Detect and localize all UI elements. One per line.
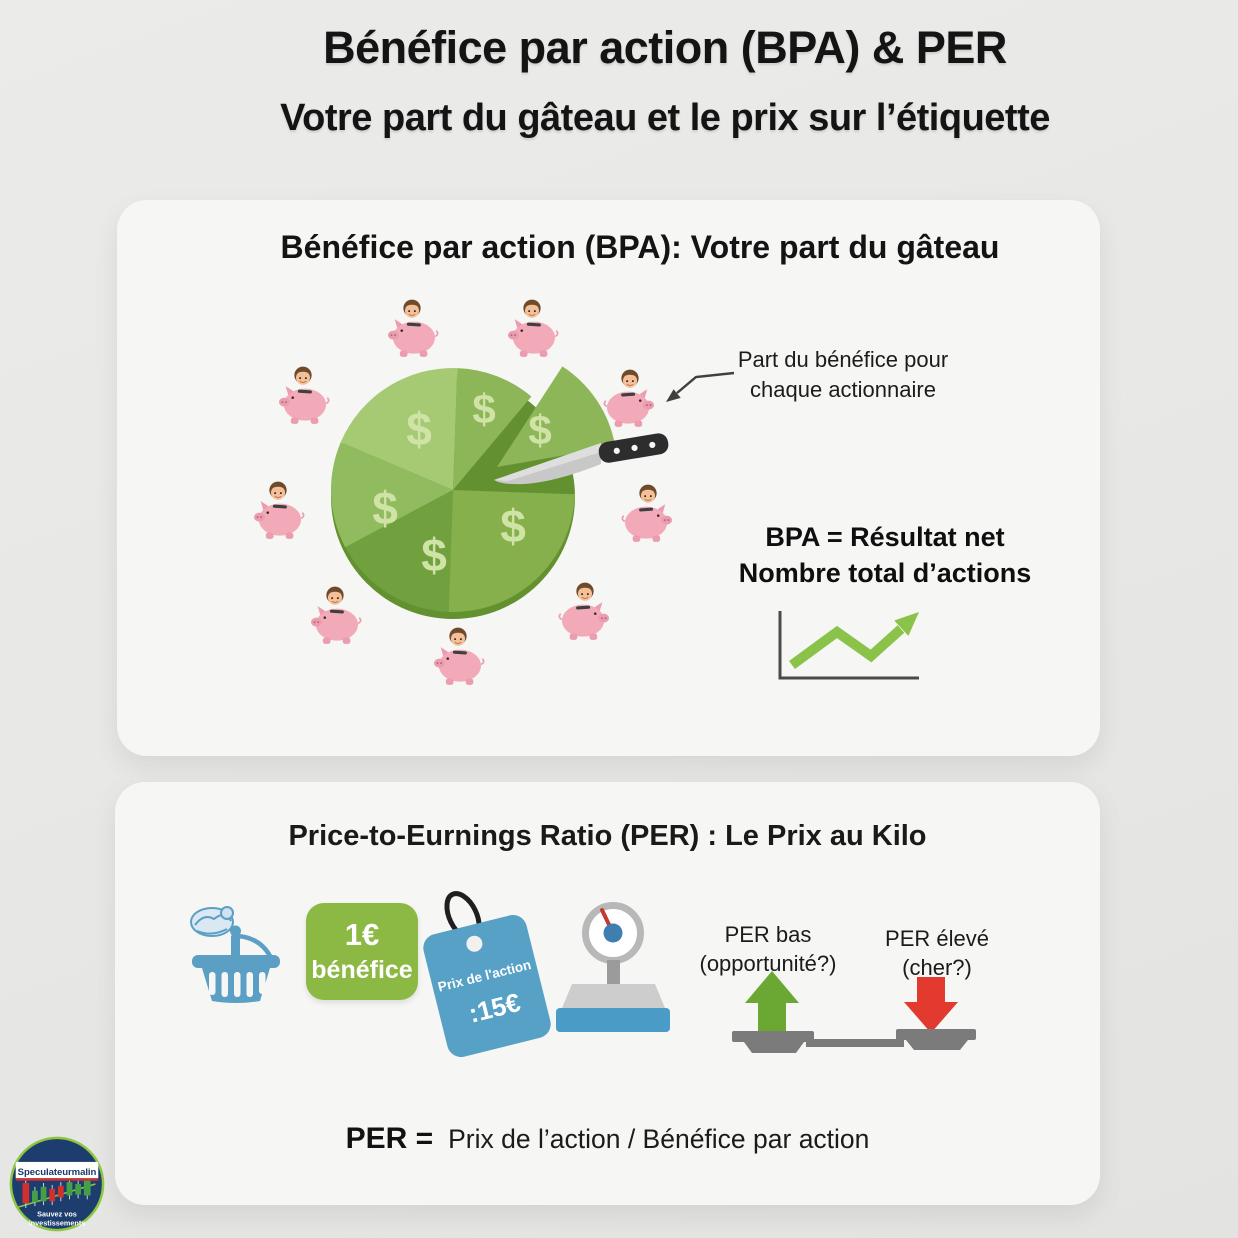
knife-icon	[494, 433, 669, 485]
page-subtitle: Votre part du gâteau et le prix sur l’ét…	[280, 97, 1050, 139]
shopping-basket-icon	[190, 906, 280, 1003]
annotation-text: Part du bénéfice pour chaque actionnaire	[700, 345, 986, 405]
benefit-amount: 1€	[344, 917, 380, 952]
dollar-symbol: $	[528, 407, 551, 454]
annotation-line-1: Part du bénéfice pour	[737, 347, 949, 372]
dollar-symbols: $ $ $ $ $ $	[372, 386, 551, 582]
bpa-card	[117, 200, 1100, 756]
pie-slice	[340, 368, 458, 490]
profit-pie-illustration: $ $ $ $ $ $	[330, 366, 669, 619]
weighing-scale-icon	[556, 902, 670, 1032]
logo-name: Speculateurmalin	[18, 1167, 97, 1178]
piggy-bank-icon	[433, 626, 485, 686]
down-arrow-icon	[904, 977, 958, 1033]
logo-tagline-line-1: Sauvez vos	[37, 1210, 77, 1219]
dollar-symbol: $	[421, 529, 447, 581]
logo-badge: Speculateurmalin Sauvez vos investisseme…	[9, 1136, 105, 1232]
per-formula: PER = Prix de l’action / Bénéfice par ac…	[115, 1122, 1100, 1156]
piggy-bank-icon	[507, 298, 559, 358]
per-card-title: Price-to-Eurnings Ratio (PER) : Le Prix …	[288, 820, 927, 852]
balance-beam-icon	[732, 1029, 976, 1053]
bpa-formula: BPA = Résultat net Nombre total d’action…	[735, 519, 1035, 591]
piggy-bank-icon	[387, 298, 439, 358]
logo-banner	[15, 1161, 99, 1179]
per-high-label: PER élevé (cher?)	[845, 924, 1029, 982]
logo-banner-underline	[15, 1178, 99, 1181]
benefit-label: bénéfice	[311, 956, 413, 984]
per-high-line-2: (cher?)	[902, 955, 972, 980]
piggy-bank-icon	[621, 483, 673, 543]
pie-slice-detached	[497, 366, 616, 467]
piggy-bank-icon	[253, 480, 305, 540]
logo-trend-line	[18, 1183, 96, 1208]
dollar-symbol: $	[406, 403, 432, 455]
piggy-bank-icon	[310, 585, 362, 645]
piggy-bank-icon	[558, 581, 610, 641]
pie-slice	[345, 490, 453, 612]
dollar-symbol: $	[372, 482, 398, 534]
piggy-bank-icon	[278, 365, 330, 425]
up-arrow-icon	[745, 971, 799, 1041]
growth-chart-icon	[778, 611, 919, 680]
per-formula-label: PER =	[345, 1122, 434, 1155]
bpa-formula-numerator: BPA = Résultat net	[765, 522, 1005, 552]
piggy-bank-icon	[603, 368, 655, 428]
per-formula-value: Prix de l’action / Bénéfice par action	[448, 1124, 870, 1154]
bpa-formula-denominator: Nombre total d’actions	[738, 558, 1032, 588]
per-low-line-2: (opportunité?)	[699, 951, 837, 976]
per-low-line-1: PER bas	[724, 922, 812, 947]
pie-slice	[448, 490, 575, 612]
benefit-box: 1€ bénéfice	[306, 903, 418, 1000]
per-high-line-1: PER élevé	[885, 926, 989, 951]
pie-slice	[330, 442, 453, 548]
logo-tagline-line-2: investissements	[29, 1218, 86, 1227]
dollar-symbol: $	[472, 386, 495, 433]
annotation-line-2: chaque actionnaire	[750, 377, 936, 402]
page-title: Bénéfice par action (BPA) & PER	[323, 22, 1007, 73]
per-low-label: PER bas (opportunité?)	[670, 920, 866, 978]
bpa-card-title: Bénéfice par action (BPA): Votre part du…	[280, 229, 1000, 265]
pie-slice	[453, 368, 532, 490]
price-tag-icon: Prix de l'action :15€	[423, 891, 551, 1057]
logo-circle	[9, 1136, 105, 1232]
annotation-arrow-icon	[666, 371, 735, 402]
dollar-symbol: $	[500, 500, 526, 552]
